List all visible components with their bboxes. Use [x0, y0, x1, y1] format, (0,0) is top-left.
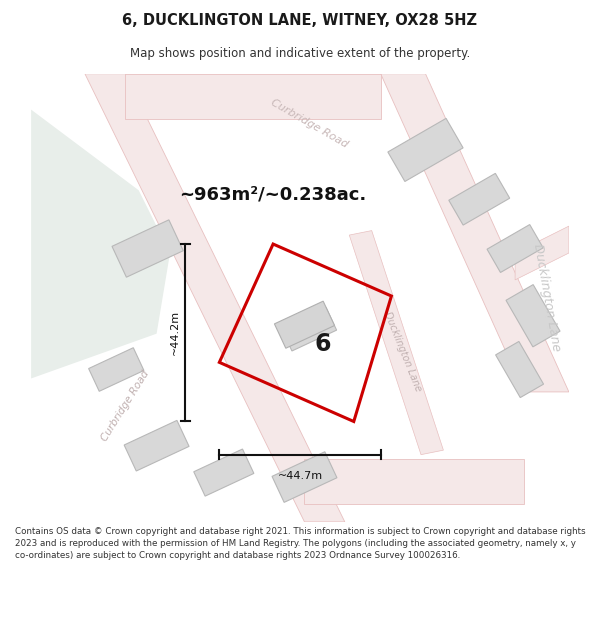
Polygon shape — [496, 341, 544, 398]
Text: Contains OS data © Crown copyright and database right 2021. This information is : Contains OS data © Crown copyright and d… — [15, 527, 586, 559]
Polygon shape — [89, 348, 144, 391]
Polygon shape — [487, 224, 543, 272]
Text: 6, DUCKLINGTON LANE, WITNEY, OX28 5HZ: 6, DUCKLINGTON LANE, WITNEY, OX28 5HZ — [122, 12, 478, 28]
Text: ~963m²/~0.238ac.: ~963m²/~0.238ac. — [179, 186, 367, 204]
Polygon shape — [349, 231, 443, 454]
Text: Ducklington Lane: Ducklington Lane — [532, 243, 563, 352]
Polygon shape — [85, 74, 345, 522]
Polygon shape — [194, 449, 254, 496]
Text: Curbridge Road: Curbridge Road — [100, 368, 151, 442]
Polygon shape — [304, 459, 524, 504]
Polygon shape — [388, 118, 463, 181]
Polygon shape — [274, 301, 335, 348]
Polygon shape — [112, 220, 183, 278]
Polygon shape — [31, 109, 170, 379]
Text: Map shows position and indicative extent of the property.: Map shows position and indicative extent… — [130, 48, 470, 61]
Polygon shape — [281, 308, 337, 351]
Polygon shape — [125, 74, 380, 119]
Text: Ducklington Lane: Ducklington Lane — [382, 310, 424, 393]
Polygon shape — [380, 74, 569, 392]
Text: 6: 6 — [314, 332, 331, 356]
Polygon shape — [506, 284, 560, 347]
Polygon shape — [124, 421, 189, 471]
Polygon shape — [272, 452, 337, 503]
Text: Curbridge Road: Curbridge Road — [269, 97, 349, 149]
Polygon shape — [449, 173, 510, 225]
Text: ~44.7m: ~44.7m — [277, 471, 323, 481]
Polygon shape — [515, 226, 569, 280]
Text: ~44.2m: ~44.2m — [170, 310, 179, 356]
